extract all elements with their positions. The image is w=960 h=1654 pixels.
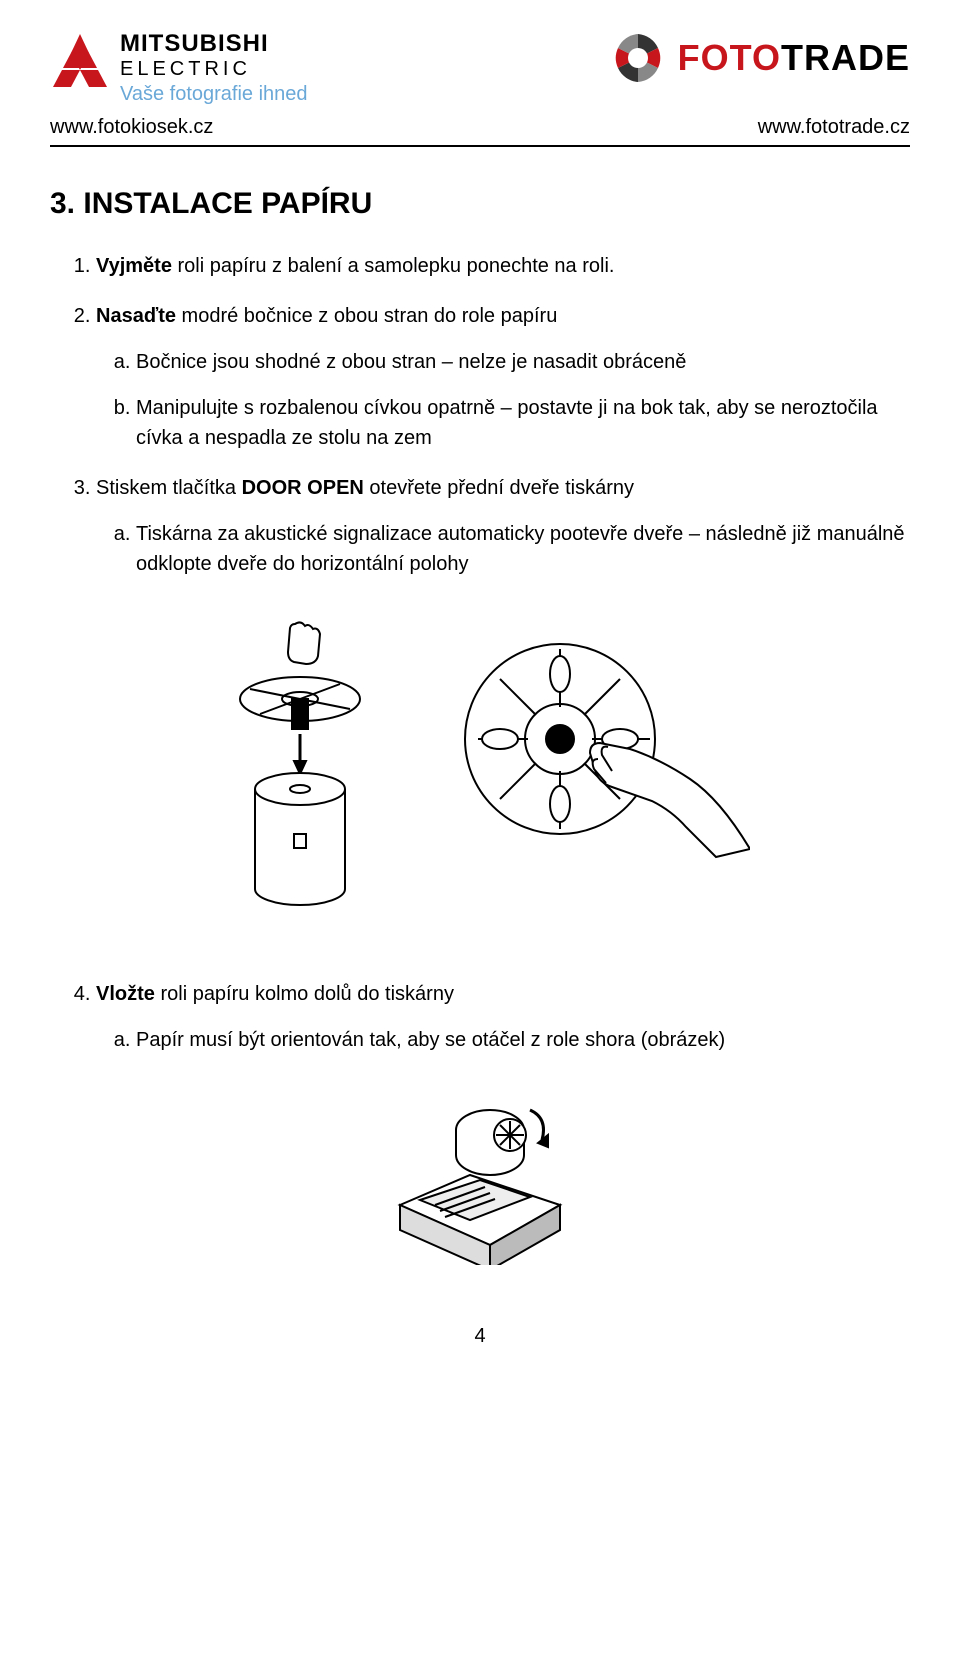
fototrade-text: FOTO TRADE xyxy=(678,37,910,79)
url-left: www.fotokiosek.cz xyxy=(50,116,213,139)
mitsubishi-diamond-icon xyxy=(50,34,110,94)
step-4: Vložte roli papíru kolmo dolů do tiskárn… xyxy=(96,979,910,1055)
step-4a: Papír musí být orientován tak, aby se ot… xyxy=(136,1025,910,1055)
main-list-cont: Vložte roli papíru kolmo dolů do tiskárn… xyxy=(50,979,910,1055)
fototrade-text-red: FOTO xyxy=(678,37,781,79)
diagram-insert-roll xyxy=(50,1085,910,1265)
url-row: www.fotokiosek.cz www.fototrade.cz xyxy=(50,116,910,147)
fototrade-aperture-icon xyxy=(610,30,666,86)
step-3-bold: DOOR OPEN xyxy=(242,477,364,499)
step-4-rest: roli papíru kolmo dolů do tiskárny xyxy=(155,983,454,1005)
diagram-spool-insert xyxy=(50,619,910,919)
step-3-post: otevřete přední dveře tiskárny xyxy=(364,477,634,499)
step-1: Vyjměte roli papíru z balení a samolepku… xyxy=(96,251,910,281)
diagram-printer-roll-icon xyxy=(380,1085,580,1265)
header: MITSUBISHI ELECTRIC Vaše fotografie ihne… xyxy=(50,30,910,106)
step-2-sublist: Bočnice jsou shodné z obou stran – nelze… xyxy=(96,347,910,453)
page-number: 4 xyxy=(50,1325,910,1348)
section-title: 3. INSTALACE PAPÍRU xyxy=(50,187,910,221)
mitsubishi-tagline: Vaše fotografie ihned xyxy=(120,83,308,106)
step-3a: Tiskárna za akustické signalizace automa… xyxy=(136,519,910,579)
step-1-bold: Vyjměte xyxy=(96,255,172,277)
fototrade-logo-block: FOTO TRADE xyxy=(610,30,910,86)
diagram-hand-flange-icon xyxy=(450,619,750,879)
step-3-sublist: Tiskárna za akustické signalizace automa… xyxy=(96,519,910,579)
step-2b: Manipulujte s rozbalenou cívkou opatrně … xyxy=(136,393,910,453)
url-right: www.fototrade.cz xyxy=(758,116,910,139)
mitsubishi-logo-block: MITSUBISHI ELECTRIC Vaše fotografie ihne… xyxy=(50,30,308,106)
step-2-rest: modré bočnice z obou stran do role papír… xyxy=(176,305,557,327)
mitsubishi-subname: ELECTRIC xyxy=(120,58,308,81)
step-3-pre: Stiskem tlačítka xyxy=(96,477,242,499)
main-list: Vyjměte roli papíru z balení a samolepku… xyxy=(50,251,910,579)
mitsubishi-name: MITSUBISHI xyxy=(120,30,308,58)
fototrade-text-black: TRADE xyxy=(781,37,910,79)
step-3: Stiskem tlačítka DOOR OPEN otevřete před… xyxy=(96,473,910,579)
mitsubishi-text-block: MITSUBISHI ELECTRIC Vaše fotografie ihne… xyxy=(120,30,308,106)
step-1-rest: roli papíru z balení a samolepku ponecht… xyxy=(172,255,615,277)
step-2-bold: Nasaďte xyxy=(96,305,176,327)
step-4-bold: Vložte xyxy=(96,983,155,1005)
step-2: Nasaďte modré bočnice z obou stran do ro… xyxy=(96,301,910,453)
step-2a: Bočnice jsou shodné z obou stran – nelze… xyxy=(136,347,910,377)
diagram-roll-icon xyxy=(210,619,390,919)
step-4-sublist: Papír musí být orientován tak, aby se ot… xyxy=(96,1025,910,1055)
